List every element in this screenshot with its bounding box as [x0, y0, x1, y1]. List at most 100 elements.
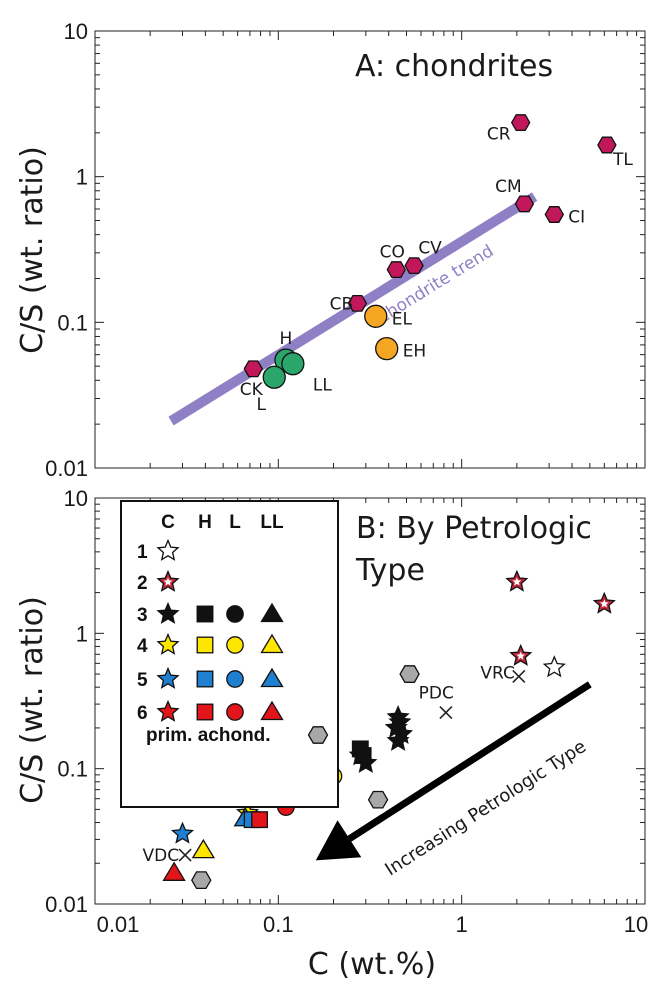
panel-a-title: A: chondrites	[355, 49, 553, 84]
point-c2-inner	[600, 599, 609, 608]
legend-col-c: C	[161, 512, 175, 533]
point-cb	[347, 294, 368, 312]
legend-symbol-triangle-blue	[260, 667, 284, 688]
point-ck	[243, 360, 264, 378]
point-tl	[597, 136, 617, 154]
point-l	[262, 365, 286, 389]
point-ach	[399, 665, 420, 683]
legend-symbol-star-black	[156, 601, 180, 624]
legend-symbol-triangle-black	[260, 602, 284, 623]
legend-footer: prim. achond.	[146, 725, 271, 746]
panel-a-ylabel: C/S (wt. ratio)	[15, 146, 50, 354]
cross-vdc-b	[178, 848, 192, 862]
legend-symbol-star-red	[156, 699, 180, 722]
point-ach	[367, 790, 389, 809]
legend-symbol-square-yellow	[196, 636, 214, 654]
point-el	[364, 304, 388, 328]
legend-symbol-triangle-yellow	[260, 633, 284, 654]
legend-col-ll: LL	[260, 512, 284, 533]
panel-b-title-line1: B: By Petrologic	[356, 511, 592, 546]
y-tick-label: 1	[76, 165, 88, 190]
legend-symbol-achond	[307, 726, 329, 744]
point-label-co: CO	[380, 243, 405, 263]
arrow-label: Increasing Petrologic Type	[381, 736, 590, 880]
legend-symbol-square-black	[196, 605, 214, 623]
x-tick-label: 1	[456, 912, 468, 937]
panel-a-tick-labels: 0.01 0.1 1 10	[45, 19, 88, 481]
legend-col-h: H	[198, 512, 212, 533]
point-label-cm: CM	[495, 177, 522, 197]
arrow-shaft	[347, 681, 592, 842]
panel-b-title-line2: Type	[355, 553, 425, 588]
petrologic-arrow: Increasing Petrologic Type	[315, 681, 592, 880]
point-cv	[404, 257, 424, 275]
legend-symbol-circle-yellow	[226, 636, 244, 654]
point-ll6	[162, 861, 186, 881]
point-label-el: EL	[392, 309, 413, 329]
point-label-cr: CR	[487, 125, 511, 145]
legend-symbol-circle-red	[226, 703, 244, 721]
legend-symbol-square-red	[196, 703, 214, 721]
point-c3	[386, 728, 410, 751]
legend-symbol-star-open	[156, 538, 180, 561]
cross-label-vdc: VDC	[142, 846, 179, 866]
point-label-ci: CI	[568, 207, 585, 227]
point-label-eh: EH	[403, 342, 427, 362]
legend-symbol-circle-blue	[226, 670, 244, 688]
legend-symbol-triangle-red	[260, 700, 284, 721]
point-label-tl: TL	[612, 150, 633, 170]
legend-row-5: 5	[137, 670, 148, 691]
point-cm	[514, 195, 535, 213]
legend-row-2: 2	[137, 573, 148, 594]
panel-b-frame	[94, 497, 646, 905]
x-tick-label: 0.1	[263, 912, 294, 937]
cross-pdc-b	[439, 705, 453, 720]
point-cr	[510, 114, 531, 132]
cross-vrc-b	[512, 669, 526, 684]
point-c5	[170, 821, 195, 844]
y-tick-label: 0.1	[57, 757, 88, 782]
point-c1	[542, 655, 566, 678]
point-label-ck: CK	[240, 380, 264, 400]
legend-col-l: L	[229, 512, 241, 533]
point-ll	[281, 352, 305, 376]
y-tick-label: 1	[76, 621, 88, 646]
point-label-cb: CB	[330, 294, 354, 314]
point-ll4	[191, 838, 216, 859]
point-label-cv: CV	[418, 239, 442, 259]
point-ach	[191, 871, 212, 890]
panel-b-tick-labels: 0.01 0.1 1 10 0.01 0.1 1 10	[45, 486, 648, 937]
point-h6	[251, 811, 269, 829]
point-eh	[375, 336, 399, 361]
arrow-head	[315, 820, 362, 861]
point-c2-inner	[512, 577, 522, 586]
y-tick-label: 10	[64, 19, 88, 44]
point-ci	[544, 206, 565, 223]
panel-a-frame	[94, 30, 646, 469]
point-c2-inner	[516, 651, 525, 660]
panel-b-xlabel: C (wt.%)	[308, 947, 436, 982]
legend-symbol-star-type2-inner	[163, 577, 173, 586]
legend-row-3: 3	[137, 605, 148, 626]
x-tick-label: 0.01	[97, 912, 140, 937]
legend-symbol-square-blue	[196, 670, 214, 688]
point-label-l: L	[257, 395, 267, 415]
legend-row-6: 6	[137, 703, 148, 724]
legend-symbol-star-yellow	[156, 632, 180, 655]
cross-label-vrc: VRC	[480, 663, 514, 683]
x-tick-label: 10	[624, 912, 648, 937]
legend-row-1: 1	[137, 542, 148, 563]
panel-b-ylabel: C/S (wt. ratio)	[15, 596, 50, 804]
point-h3	[354, 747, 372, 765]
point-label-ll: LL	[313, 376, 332, 396]
legend-symbol-circle-black	[226, 605, 244, 623]
panel-a-ticks	[94, 30, 646, 469]
legend-symbol-star-blue	[156, 666, 180, 689]
y-tick-label: 0.1	[57, 310, 88, 335]
point-label-h: H	[280, 329, 293, 349]
legend-row-4: 4	[137, 636, 148, 657]
y-tick-label: 0.01	[45, 456, 88, 481]
